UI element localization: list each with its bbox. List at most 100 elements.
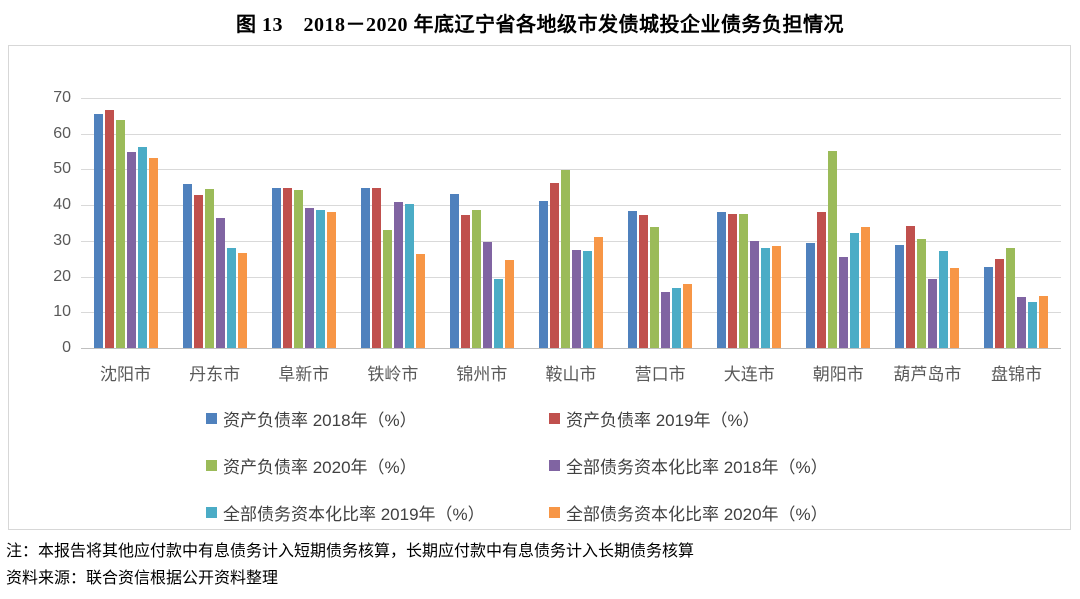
legend-label: 全部债务资本化比率 2019年（%）	[223, 505, 485, 524]
bar	[717, 211, 727, 348]
chart-legend: 资产负债率 2018年（%） 资产负债率 2019年（%） 资产负债率 2020年（…	[206, 406, 828, 525]
bar	[928, 279, 938, 348]
legend-label: 全部债务资本化比率 2020年（%）	[566, 505, 828, 524]
x-axis-label: 沈阳市	[100, 365, 152, 384]
bar	[839, 256, 849, 348]
bar	[148, 158, 158, 348]
bar	[683, 284, 693, 348]
legend-swatch-icon	[549, 460, 560, 471]
bar-group-3	[259, 98, 348, 348]
y-tick-label: 0	[62, 339, 71, 356]
bar	[572, 249, 582, 348]
bar	[739, 214, 749, 348]
legend-item: 全部债务资本化比率 2020年（%）	[549, 500, 828, 525]
bar	[471, 209, 481, 348]
plot-area	[81, 98, 1061, 349]
bar	[215, 218, 225, 348]
legend-swatch-icon	[206, 413, 217, 424]
bar	[226, 248, 236, 348]
footer-notes: 注：本报告将其他应付款中有息债务计入短期债务核算，长期应付款中有息债务计入长期债…	[6, 538, 1076, 592]
bar-group-2	[170, 98, 259, 348]
bar	[984, 267, 994, 348]
y-tick-label: 20	[53, 267, 71, 285]
gridline-10	[81, 312, 1061, 314]
x-axis-label: 阜新市	[278, 365, 330, 384]
bar	[1006, 248, 1016, 348]
legend-label: 资产负债率 2018年（%）	[223, 411, 417, 430]
bar-group-6	[526, 98, 615, 348]
gridline-60	[81, 133, 1061, 135]
bar	[861, 226, 871, 348]
x-axis-label: 朝阳市	[812, 365, 864, 384]
bar	[271, 187, 281, 348]
bar	[104, 110, 114, 348]
bar-group-5	[437, 98, 526, 348]
x-axis-label: 大连市	[723, 365, 775, 384]
bar	[326, 212, 336, 348]
bar	[1028, 301, 1038, 348]
legend-item: 资产负债率 2018年（%）	[206, 406, 549, 431]
bar	[550, 182, 560, 348]
bar	[293, 189, 303, 348]
y-tick-label: 60	[53, 124, 71, 142]
bar	[282, 188, 292, 348]
legend-label: 全部债务资本化比率 2018年（%）	[566, 458, 828, 477]
bar	[482, 241, 492, 348]
bar	[817, 212, 827, 348]
x-axis-label: 营口市	[634, 365, 686, 384]
chart-title: 图 13 2018－2020 年底辽宁省各地级市发债城投企业债务负担情况	[236, 14, 844, 36]
gridline-20	[81, 276, 1061, 278]
bar	[204, 189, 214, 348]
x-axis-label: 盘锦市	[990, 365, 1042, 384]
gridline-0	[81, 348, 1061, 349]
legend-swatch-icon	[206, 507, 217, 518]
legend-item: 全部债务资本化比率 2019年（%）	[206, 500, 549, 525]
bar-group-8	[705, 98, 794, 348]
bar	[93, 114, 103, 348]
bar	[583, 251, 593, 348]
bar	[828, 151, 838, 348]
bar-group-4	[348, 98, 437, 348]
bar	[661, 291, 671, 348]
legend-swatch-icon	[549, 507, 560, 518]
bar	[539, 200, 549, 348]
bar	[360, 188, 370, 348]
bar	[449, 194, 459, 348]
legend-label: 资产负债率 2020年（%）	[223, 458, 417, 477]
x-axis-label: 锦州市	[456, 365, 508, 384]
gridline-70	[81, 98, 1061, 99]
bar	[1017, 296, 1027, 348]
bar-group-9	[794, 98, 883, 348]
y-tick-label: 70	[53, 89, 71, 106]
bar	[460, 214, 470, 348]
legend-item: 资产负债率 2020年（%）	[206, 453, 549, 478]
bar	[639, 214, 649, 348]
y-tick-label: 10	[53, 303, 71, 321]
bar	[995, 258, 1005, 348]
y-tick-label: 40	[53, 196, 71, 214]
bar	[193, 194, 203, 348]
bar	[672, 288, 682, 348]
bar	[728, 214, 738, 348]
bar	[906, 226, 916, 348]
note-line: 注：本报告将其他应付款中有息债务计入短期债务核算，长期应付款中有息债务计入长期债…	[6, 543, 695, 560]
y-axis-labels: 0 10 20 30 40 50 60 70	[35, 89, 71, 356]
bar	[939, 250, 949, 348]
bar	[115, 119, 125, 348]
x-axis-label: 铁岭市	[367, 365, 419, 384]
x-axis-label: 鞍山市	[545, 365, 597, 384]
bar	[850, 233, 860, 348]
legend-swatch-icon	[549, 413, 560, 424]
legend-item: 全部债务资本化比率 2018年（%）	[549, 453, 828, 478]
gridline-40	[81, 205, 1061, 207]
bar-group-7	[616, 98, 705, 348]
bar	[761, 248, 771, 348]
bar	[493, 278, 503, 348]
bar	[594, 236, 604, 348]
bar	[650, 226, 660, 348]
bar-group-11	[972, 98, 1061, 348]
bar	[315, 210, 325, 348]
gridline-30	[81, 240, 1061, 242]
bar	[950, 267, 960, 348]
